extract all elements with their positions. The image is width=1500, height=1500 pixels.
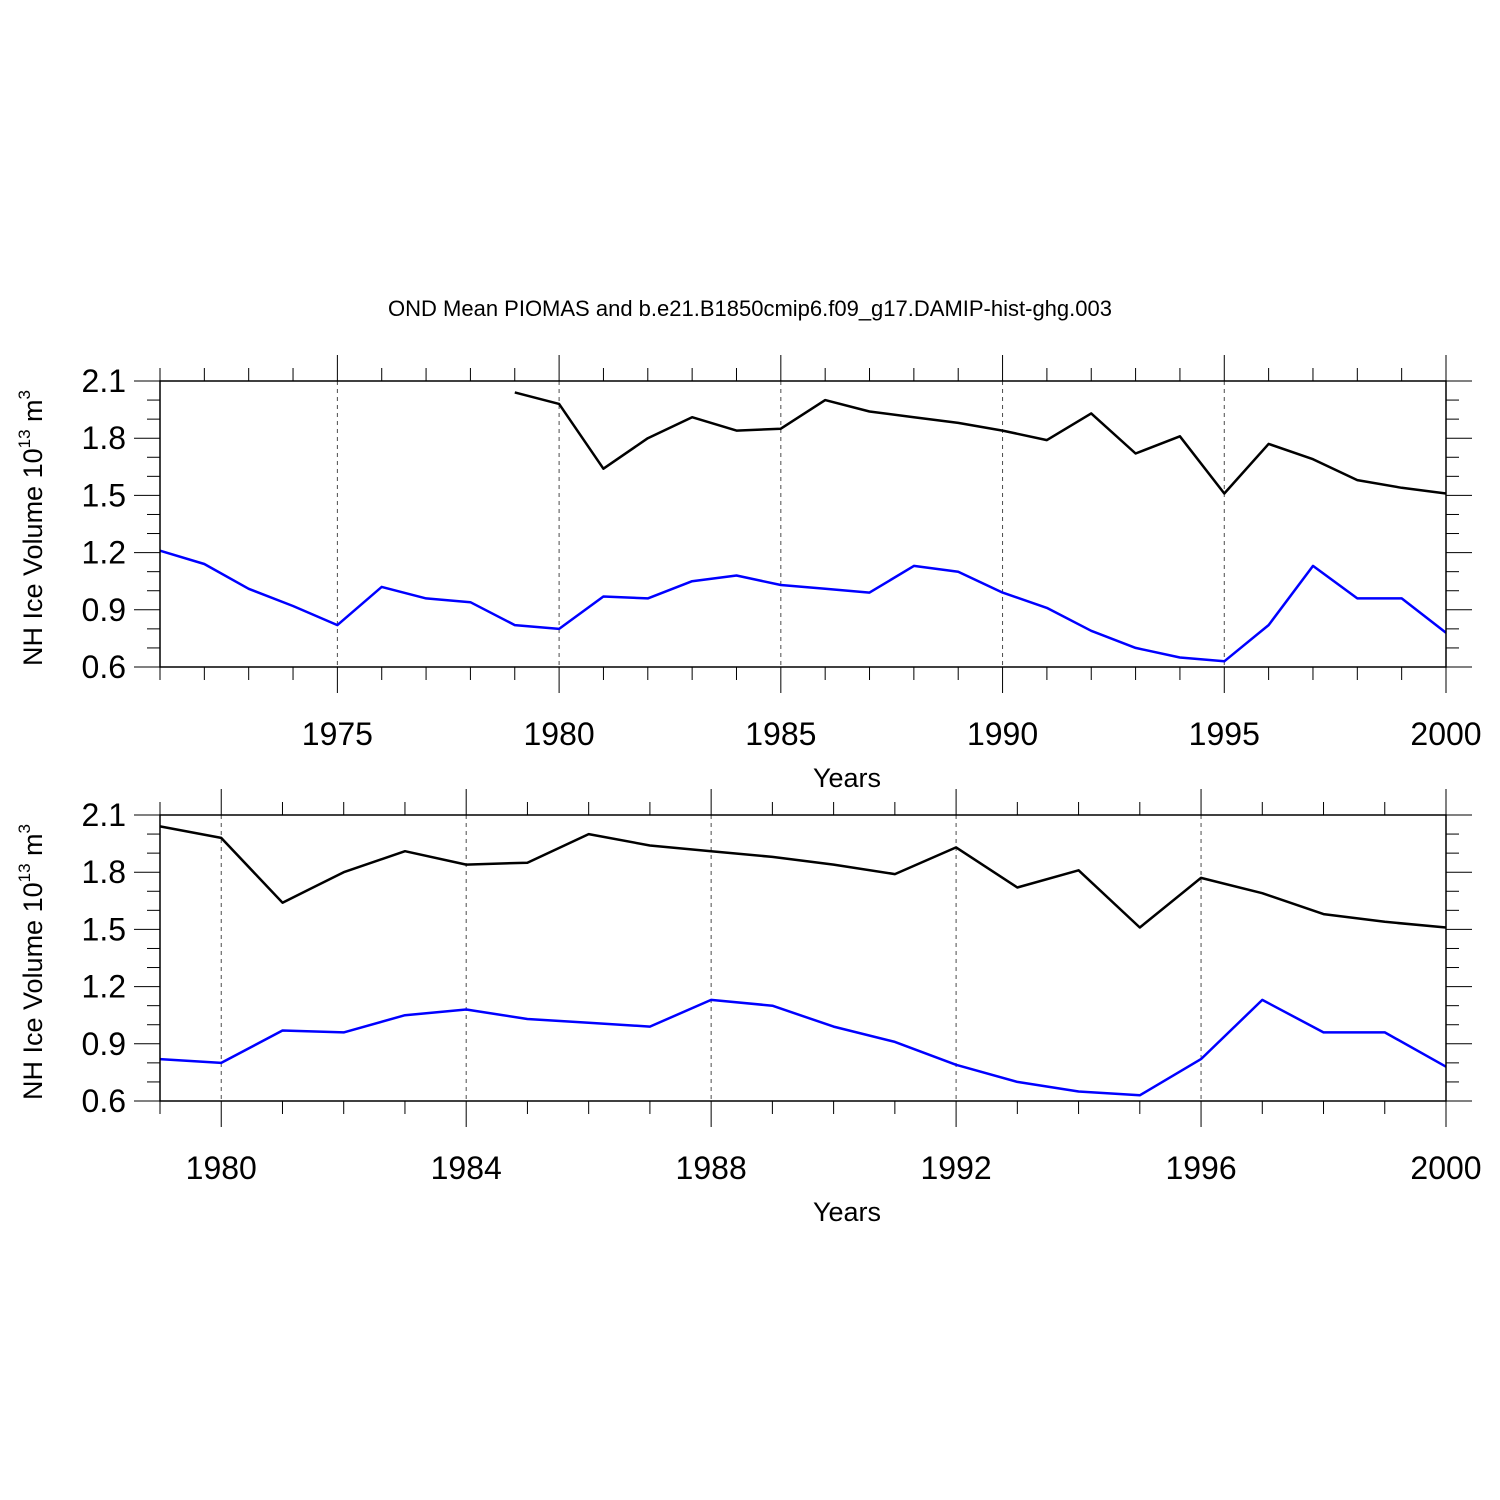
y-tick-label: 2.1 xyxy=(82,797,126,833)
y-axis-label-unit-exponent: 3 xyxy=(15,390,34,399)
x-tick-label: 1988 xyxy=(676,1150,747,1186)
x-tick-label: 1980 xyxy=(186,1150,257,1186)
x-tick-label: 2000 xyxy=(1410,716,1481,752)
series-line-piomas xyxy=(514,391,1447,495)
y-axis-label-unit: m xyxy=(18,399,48,429)
x-tick-label: 1990 xyxy=(967,716,1038,752)
x-tick-label: 1980 xyxy=(524,716,595,752)
y-tick-label: 1.8 xyxy=(82,420,126,456)
series-line-model xyxy=(159,549,1447,663)
x-tick-label: 1984 xyxy=(431,1150,502,1186)
y-axis-label: NH Ice Volume 1013 m3 xyxy=(15,824,48,1100)
chart-title: OND Mean PIOMAS and b.e21.B1850cmip6.f09… xyxy=(388,296,1112,321)
y-tick-label: 1.2 xyxy=(82,969,126,1005)
y-tick-label: 0.9 xyxy=(82,1026,126,1062)
y-tick-label: 1.2 xyxy=(82,535,126,571)
series-line-model xyxy=(159,998,1447,1097)
x-tick-label: 1996 xyxy=(1165,1150,1236,1186)
x-tick-label: 1995 xyxy=(1189,716,1260,752)
top-panel: 0.6 0.9 1.2 1.5 1.8 2.1 1975 1980 1985 1990 1995 20… xyxy=(15,355,1482,793)
bottom-panel: 0.6 0.9 1.2 1.5 1.8 2.1 1980 1984 1988 1992 1996 20… xyxy=(15,789,1482,1227)
x-tick-label: 2000 xyxy=(1410,1150,1481,1186)
y-axis-label-exponent: 13 xyxy=(15,429,34,448)
plot-frame xyxy=(159,814,1447,1102)
y-tick-label: 1.5 xyxy=(82,477,126,513)
y-axis-label-unit-exponent: 3 xyxy=(15,824,34,833)
plot-frame xyxy=(159,380,1447,668)
y-axis-label: NH Ice Volume 1013 m3 xyxy=(15,390,48,666)
x-tick-label: 1985 xyxy=(745,716,816,752)
series-line-piomas xyxy=(159,825,1447,929)
x-axis-label: Years xyxy=(813,1197,881,1227)
x-tick-label: 1992 xyxy=(921,1150,992,1186)
y-tick-label: 2.1 xyxy=(82,363,126,399)
y-tick-label: 0.6 xyxy=(82,1083,126,1119)
y-tick-label: 0.6 xyxy=(82,649,126,685)
y-axis-label-main: NH Ice Volume 10 xyxy=(18,448,48,666)
y-axis-label-unit: m xyxy=(18,833,48,863)
y-axis-label-exponent: 13 xyxy=(15,863,34,882)
x-axis-label: Years xyxy=(813,763,881,793)
x-tick-label: 1975 xyxy=(302,716,373,752)
y-axis-label-main: NH Ice Volume 10 xyxy=(18,882,48,1100)
y-tick-label: 1.5 xyxy=(82,911,126,947)
y-tick-label: 1.8 xyxy=(82,854,126,890)
y-tick-label: 0.9 xyxy=(82,592,126,628)
